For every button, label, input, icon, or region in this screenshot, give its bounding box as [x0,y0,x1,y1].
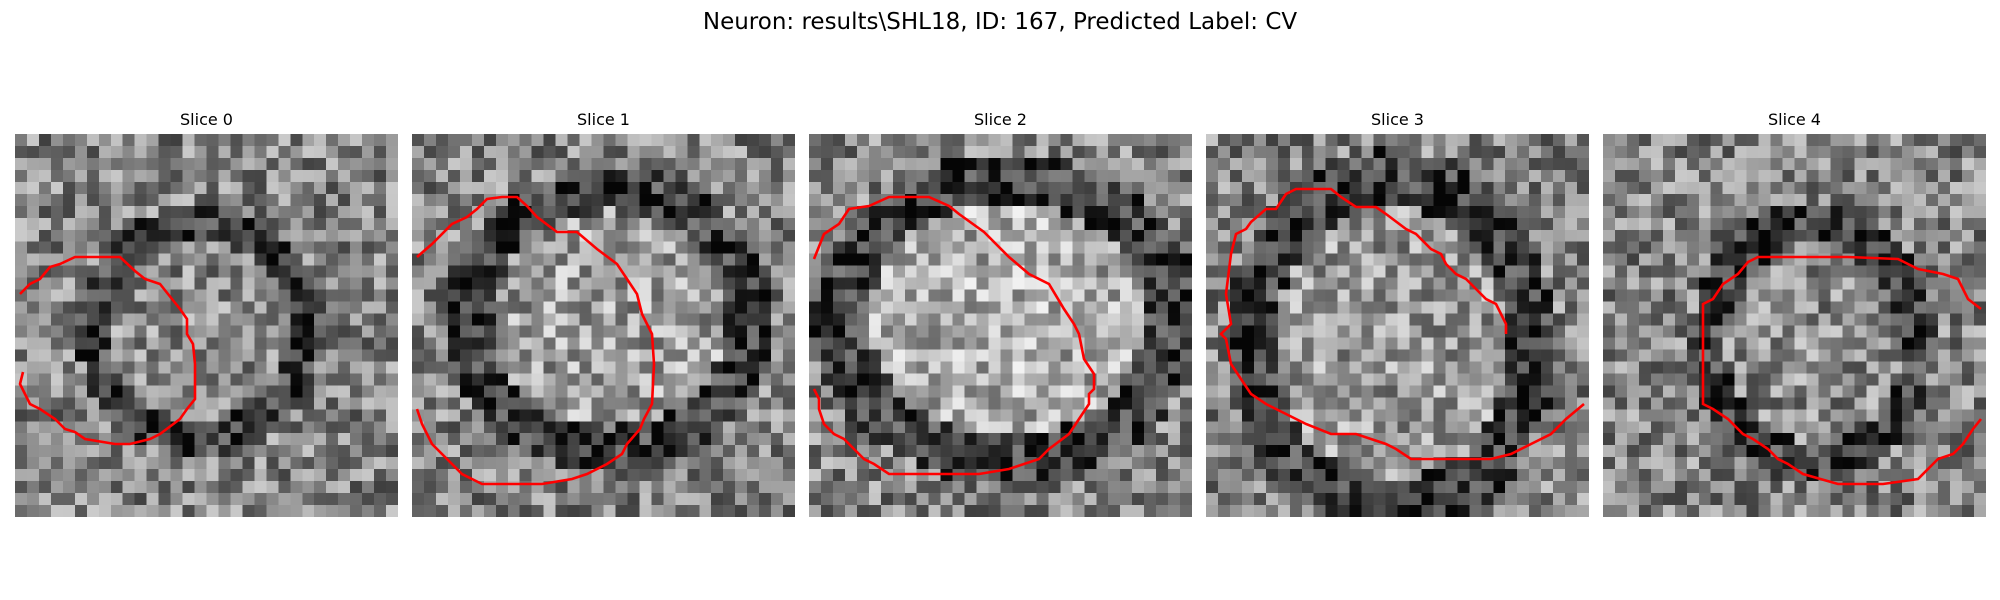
slice-3-contour-overlay [1219,187,1585,461]
slice-0-contour-upper [18,255,197,446]
slice-1-contour-overlay [415,195,656,486]
slice-4-contour [1701,255,1983,486]
figure-title: Neuron: results\SHL18, ID: 167, Predicte… [702,9,1298,35]
slice-4-title: Slice 4 [1768,110,1821,129]
slice-2-title: Slice 2 [974,110,1027,129]
slice-1-contour [415,195,656,486]
slice-3-contour [1219,187,1585,461]
slice-0-image [15,134,398,517]
slice-2-contour [812,195,1096,476]
slice-0-contour-overlay [18,255,197,446]
slice-2-contour-overlay [812,195,1096,476]
slice-2-image [809,134,1192,517]
slice-0-title: Slice 0 [180,110,233,129]
slice-4-image [1603,134,1986,517]
slice-3-image [1206,134,1589,517]
slice-1-image [412,134,795,517]
slice-3-title: Slice 3 [1371,110,1424,129]
slice-1-title: Slice 1 [577,110,630,129]
slice-4-contour-overlay [1701,255,1983,486]
